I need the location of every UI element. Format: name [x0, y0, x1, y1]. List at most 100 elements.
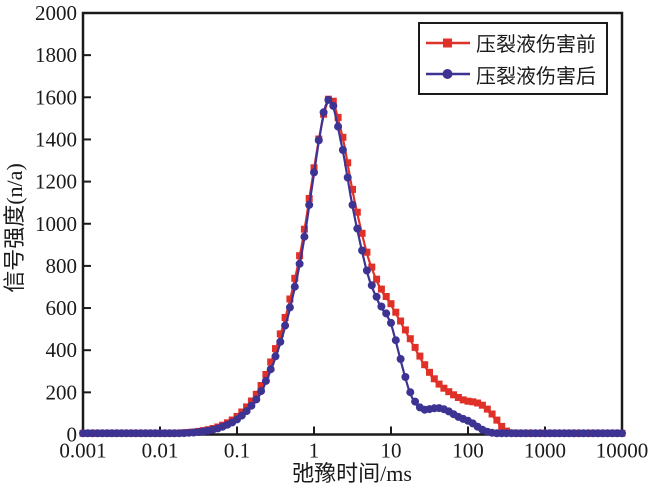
circle-marker — [271, 352, 280, 361]
blue-circle-line-icon — [426, 69, 470, 80]
square-marker — [276, 330, 284, 338]
legend-label-before: 压裂液伤害前 — [476, 34, 596, 57]
circle-marker — [285, 303, 294, 312]
circle-marker — [242, 407, 251, 416]
circle-marker — [338, 146, 347, 154]
circle-marker — [618, 429, 626, 438]
square-marker — [300, 225, 308, 233]
square-marker — [272, 345, 279, 353]
circle-marker — [382, 309, 391, 318]
square-marker — [459, 396, 467, 404]
y-axis-tick-labels: 0 200 400 600 800 1000 1200 1400 1600 1800 2000 — [35, 1, 77, 447]
square-marker — [406, 335, 414, 343]
y-tick-label: 1800 — [35, 43, 77, 67]
legend-label-after: 压裂液伤害后 — [476, 65, 596, 88]
circle-marker — [358, 246, 367, 255]
circle-marker — [343, 173, 352, 182]
legend: 压裂液伤害前 压裂液伤害后 — [418, 22, 608, 95]
square-marker — [281, 314, 289, 321]
square-marker — [247, 397, 255, 405]
circle-marker — [329, 101, 338, 110]
square-marker — [377, 285, 385, 293]
x-tick-label: 10 — [381, 439, 402, 463]
y-tick-label: 2000 — [35, 1, 77, 25]
square-marker — [257, 382, 265, 389]
legend-item-before-damage: 压裂液伤害前 — [424, 28, 602, 57]
y-tick-label: 800 — [46, 254, 78, 278]
x-tick-label: 100 — [452, 439, 484, 463]
circle-marker — [401, 373, 410, 381]
x-axis-tick-labels: 0.001 0.01 0.1 1 10 100 1000 10000 — [59, 439, 648, 463]
square-marker — [454, 394, 462, 401]
circle-marker — [334, 122, 343, 131]
square-marker — [353, 208, 361, 216]
square-marker — [478, 401, 486, 409]
square-marker — [401, 326, 409, 334]
circle-marker — [295, 259, 304, 268]
square-marker — [296, 252, 304, 260]
y-tick-label: 1400 — [35, 127, 77, 151]
square-marker — [493, 416, 501, 424]
square-marker — [358, 229, 366, 237]
series-before-damage — [79, 95, 626, 437]
square-marker — [368, 263, 376, 271]
y-tick-label: 1000 — [35, 212, 77, 236]
circle-marker — [261, 376, 270, 385]
data-series-group — [79, 95, 626, 438]
square-marker — [387, 300, 395, 308]
square-marker — [416, 352, 424, 360]
y-tick-label: 1200 — [35, 170, 77, 194]
square-marker — [430, 375, 438, 383]
square-marker — [397, 317, 405, 325]
square-marker — [373, 275, 381, 283]
square-marker — [411, 343, 419, 351]
square-marker — [440, 384, 448, 392]
square-marker — [426, 368, 433, 376]
circle-marker — [367, 281, 376, 290]
legend-item-after-damage: 压裂液伤害后 — [424, 60, 602, 89]
circle-marker — [257, 387, 266, 396]
circle-marker — [319, 108, 328, 117]
circle-marker — [281, 321, 290, 330]
y-tick-label: 200 — [46, 380, 78, 404]
x-tick-label: 1 — [309, 439, 320, 463]
square-marker — [382, 293, 390, 300]
circle-marker — [406, 388, 415, 397]
circle-marker — [266, 365, 275, 374]
square-marker — [344, 159, 352, 167]
circle-marker — [396, 355, 405, 363]
square-marker — [363, 248, 371, 256]
square-marker — [334, 113, 342, 121]
circle-marker — [324, 95, 333, 104]
circle-marker — [310, 168, 318, 177]
series-line — [83, 98, 622, 436]
square-marker — [291, 274, 299, 282]
circle-marker — [252, 395, 261, 404]
circle-marker — [247, 401, 256, 410]
square-marker — [392, 308, 400, 316]
square-marker — [464, 397, 472, 405]
circle-marker — [372, 292, 381, 301]
y-axis-title: 信号强度(n/a) — [2, 163, 27, 293]
circle-marker — [411, 397, 420, 406]
circle-marker — [353, 224, 362, 233]
square-marker — [243, 403, 251, 411]
square-marker — [329, 97, 337, 105]
square-marker — [498, 422, 506, 430]
circle-marker — [377, 302, 386, 311]
x-tick-label: 0.001 — [59, 439, 106, 463]
x-axis-title: 弛豫时间/ms — [292, 461, 412, 486]
x-tick-label: 0.01 — [142, 439, 179, 463]
square-marker — [450, 391, 458, 399]
y-tick-label: 600 — [46, 296, 78, 320]
series-after-damage — [79, 95, 626, 438]
circle-marker — [391, 336, 400, 345]
square-marker — [267, 358, 275, 366]
square-marker — [488, 410, 496, 418]
square-marker — [421, 361, 429, 369]
series-line — [83, 99, 622, 436]
square-marker — [262, 371, 270, 378]
circle-marker — [276, 337, 285, 346]
y-tick-label: 1600 — [35, 85, 77, 109]
